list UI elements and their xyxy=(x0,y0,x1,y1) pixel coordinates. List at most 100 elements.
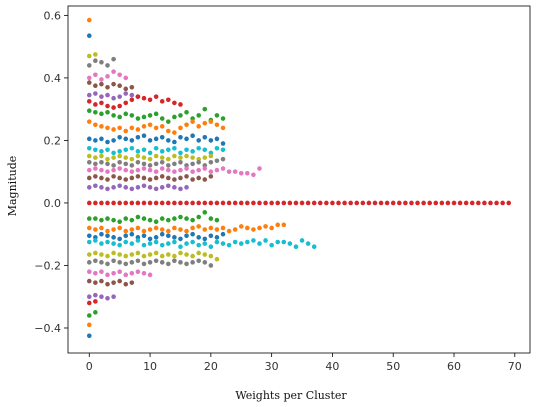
data-point xyxy=(105,74,110,79)
data-point xyxy=(153,186,159,192)
data-point xyxy=(93,292,98,298)
data-point xyxy=(324,200,329,206)
x-tick-label: 60 xyxy=(447,360,461,373)
data-point xyxy=(202,135,208,140)
data-point xyxy=(111,200,116,206)
data-point xyxy=(123,261,129,267)
data-point xyxy=(99,269,104,275)
data-point xyxy=(111,250,116,256)
data-point xyxy=(99,241,104,246)
data-point xyxy=(129,231,135,237)
data-point xyxy=(153,161,159,167)
data-point xyxy=(378,200,384,206)
data-point xyxy=(153,250,159,256)
data-point xyxy=(232,200,238,206)
data-point xyxy=(172,161,177,167)
data-point xyxy=(220,156,226,162)
data-point xyxy=(93,166,98,171)
data-point xyxy=(153,169,159,174)
data-point xyxy=(117,200,122,206)
data-point xyxy=(86,313,92,318)
data-point xyxy=(469,200,475,206)
data-point xyxy=(99,100,104,106)
y-tick-label: 0.6 xyxy=(44,9,62,22)
data-point xyxy=(99,111,104,117)
data-point xyxy=(135,153,141,159)
data-point xyxy=(111,235,116,240)
data-point xyxy=(348,200,353,206)
data-point xyxy=(159,116,165,121)
data-point xyxy=(117,160,122,165)
data-point xyxy=(105,161,110,167)
data-point xyxy=(166,183,171,189)
data-point xyxy=(220,147,226,153)
data-point xyxy=(123,91,129,96)
data-point xyxy=(238,200,244,206)
data-point xyxy=(123,200,129,206)
data-point xyxy=(178,244,183,250)
data-point xyxy=(99,124,104,129)
data-point xyxy=(226,200,232,206)
data-point xyxy=(129,227,135,232)
data-point xyxy=(330,200,335,206)
data-point xyxy=(178,214,183,220)
data-point xyxy=(141,175,147,181)
data-point xyxy=(93,109,98,115)
data-point xyxy=(93,83,98,89)
data-point xyxy=(190,200,195,206)
data-point xyxy=(123,147,129,153)
data-point xyxy=(86,322,92,328)
data-point xyxy=(105,156,110,162)
data-point xyxy=(141,114,147,120)
data-point xyxy=(214,167,220,173)
data-point xyxy=(105,169,110,174)
data-point xyxy=(251,172,256,178)
data-point xyxy=(93,155,98,160)
data-point xyxy=(226,228,232,234)
data-point xyxy=(99,200,104,206)
data-point xyxy=(111,241,116,246)
data-point xyxy=(226,169,232,174)
data-point xyxy=(451,200,457,206)
data-point xyxy=(117,153,122,159)
data-point xyxy=(159,242,165,248)
data-point xyxy=(184,200,189,206)
y-tick-label: −0.4 xyxy=(34,322,61,335)
data-point xyxy=(129,125,135,131)
x-tick-label: 0 xyxy=(86,360,93,373)
data-point xyxy=(147,122,153,128)
data-point xyxy=(123,272,129,278)
data-point xyxy=(111,163,116,168)
data-point xyxy=(166,128,171,134)
data-point xyxy=(153,125,159,131)
data-point xyxy=(190,133,195,139)
data-point xyxy=(159,166,165,171)
data-point xyxy=(105,147,110,153)
data-point xyxy=(123,128,129,134)
data-point xyxy=(105,228,110,234)
data-point xyxy=(117,125,122,131)
data-point xyxy=(384,200,390,206)
data-point xyxy=(159,155,165,160)
data-point xyxy=(287,200,293,206)
data-point xyxy=(147,156,153,162)
data-point xyxy=(172,253,177,259)
data-point xyxy=(214,122,220,128)
data-point xyxy=(111,127,116,132)
data-point xyxy=(166,147,171,153)
data-point xyxy=(159,253,165,259)
data-point xyxy=(190,149,195,154)
data-point xyxy=(159,149,165,154)
data-point xyxy=(245,239,250,245)
data-point xyxy=(208,253,214,259)
data-point xyxy=(117,269,122,275)
data-point xyxy=(208,119,214,124)
data-point xyxy=(123,86,129,92)
data-point xyxy=(202,260,208,265)
data-point xyxy=(281,239,287,245)
x-tick-label: 50 xyxy=(386,360,400,373)
x-tick-label: 30 xyxy=(265,360,279,373)
data-point xyxy=(147,252,153,257)
data-point xyxy=(153,145,159,151)
data-point xyxy=(93,258,98,264)
